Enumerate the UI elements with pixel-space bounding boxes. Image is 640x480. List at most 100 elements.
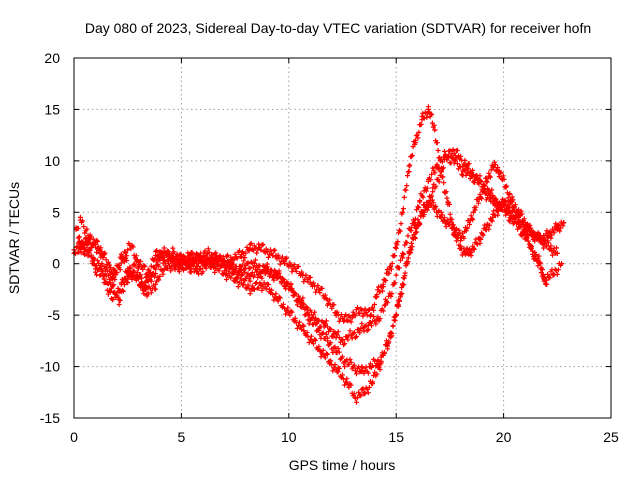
data-point xyxy=(447,148,453,154)
data-point xyxy=(458,235,464,241)
data-point xyxy=(146,276,152,282)
data-point xyxy=(471,245,476,251)
data-point xyxy=(387,266,393,272)
data-point xyxy=(529,230,534,236)
data-point xyxy=(116,297,122,303)
data-point xyxy=(413,230,418,236)
data-point xyxy=(155,256,161,262)
data-point xyxy=(391,281,397,287)
data-point xyxy=(318,348,324,354)
data-point xyxy=(301,328,307,334)
y-tick-label: -10 xyxy=(40,359,60,375)
y-tick-label: 15 xyxy=(44,101,60,117)
data-point xyxy=(522,220,528,226)
data-point xyxy=(471,209,476,215)
data-point xyxy=(284,307,290,313)
data-point xyxy=(247,245,253,251)
data-point xyxy=(548,245,554,251)
data-point xyxy=(133,259,139,265)
data-point xyxy=(198,256,204,262)
data-point xyxy=(464,225,470,231)
data-point xyxy=(460,168,466,174)
data-point xyxy=(413,225,418,231)
data-point xyxy=(417,199,423,205)
data-point xyxy=(456,153,461,159)
data-point xyxy=(215,266,221,272)
data-point xyxy=(490,163,496,169)
data-point xyxy=(451,225,457,231)
data-point xyxy=(138,281,144,287)
data-point xyxy=(438,214,444,220)
data-point xyxy=(541,276,547,282)
data-point xyxy=(103,266,109,272)
data-point xyxy=(108,281,113,287)
x-tick-label: 5 xyxy=(178,429,186,445)
data-point xyxy=(464,163,470,169)
data-point xyxy=(477,194,483,200)
data-point xyxy=(258,281,264,287)
data-point xyxy=(374,292,380,298)
y-tick-label: 5 xyxy=(52,204,60,220)
data-point xyxy=(393,245,399,251)
data-point xyxy=(348,333,354,339)
data-point xyxy=(365,322,371,328)
data-point xyxy=(516,209,522,215)
data-point xyxy=(554,250,560,256)
data-point xyxy=(282,259,287,265)
data-point xyxy=(378,358,384,364)
data-point xyxy=(256,244,262,250)
y-tick-label: 10 xyxy=(44,153,60,169)
data-point xyxy=(193,269,199,275)
data-point xyxy=(239,252,244,257)
data-point xyxy=(432,127,438,133)
data-point xyxy=(548,230,554,236)
data-point xyxy=(490,214,496,220)
data-point xyxy=(550,271,556,277)
data-point xyxy=(273,273,279,279)
data-point xyxy=(290,264,296,270)
data-point xyxy=(408,225,414,231)
data-point xyxy=(541,235,547,241)
data-point xyxy=(267,286,272,292)
data-point xyxy=(340,338,345,344)
data-point xyxy=(275,297,281,303)
data-point xyxy=(307,317,313,323)
data-point xyxy=(127,242,133,248)
data-point xyxy=(464,250,470,256)
data-point xyxy=(400,209,406,215)
x-tick-label: 15 xyxy=(388,429,404,445)
data-point xyxy=(172,261,178,267)
y-axis-label: SDTVAR / TECUs xyxy=(6,182,22,294)
x-tick-label: 0 xyxy=(70,429,78,445)
data-point xyxy=(256,271,262,277)
data-point xyxy=(561,220,567,226)
data-point xyxy=(163,250,169,256)
data-point xyxy=(204,250,210,256)
data-point xyxy=(241,281,247,287)
data-point xyxy=(496,168,502,174)
plot-frame xyxy=(73,57,612,419)
data-point xyxy=(153,281,159,287)
data-point xyxy=(425,106,431,112)
data-point xyxy=(477,235,483,241)
data-point xyxy=(331,331,337,337)
data-point xyxy=(516,220,522,226)
data-point xyxy=(249,286,255,292)
data-point xyxy=(413,137,418,143)
data-point xyxy=(264,248,270,254)
data-point xyxy=(282,279,287,285)
data-point xyxy=(380,281,386,287)
data-point xyxy=(342,317,348,323)
x-tick-label: 20 xyxy=(496,429,512,445)
tick-labels: 0 5 10 15 20 25 -15 -10 -5 0 5 10 15 20 xyxy=(40,50,619,445)
data-point xyxy=(129,271,135,277)
data-point xyxy=(533,256,539,262)
data-point xyxy=(161,266,167,272)
data-point xyxy=(445,220,451,226)
data-point xyxy=(395,302,401,308)
data-point xyxy=(483,178,489,184)
data-point xyxy=(451,158,457,164)
data-point xyxy=(359,369,365,375)
data-point xyxy=(383,302,388,308)
y-tick-label: -5 xyxy=(48,307,61,323)
